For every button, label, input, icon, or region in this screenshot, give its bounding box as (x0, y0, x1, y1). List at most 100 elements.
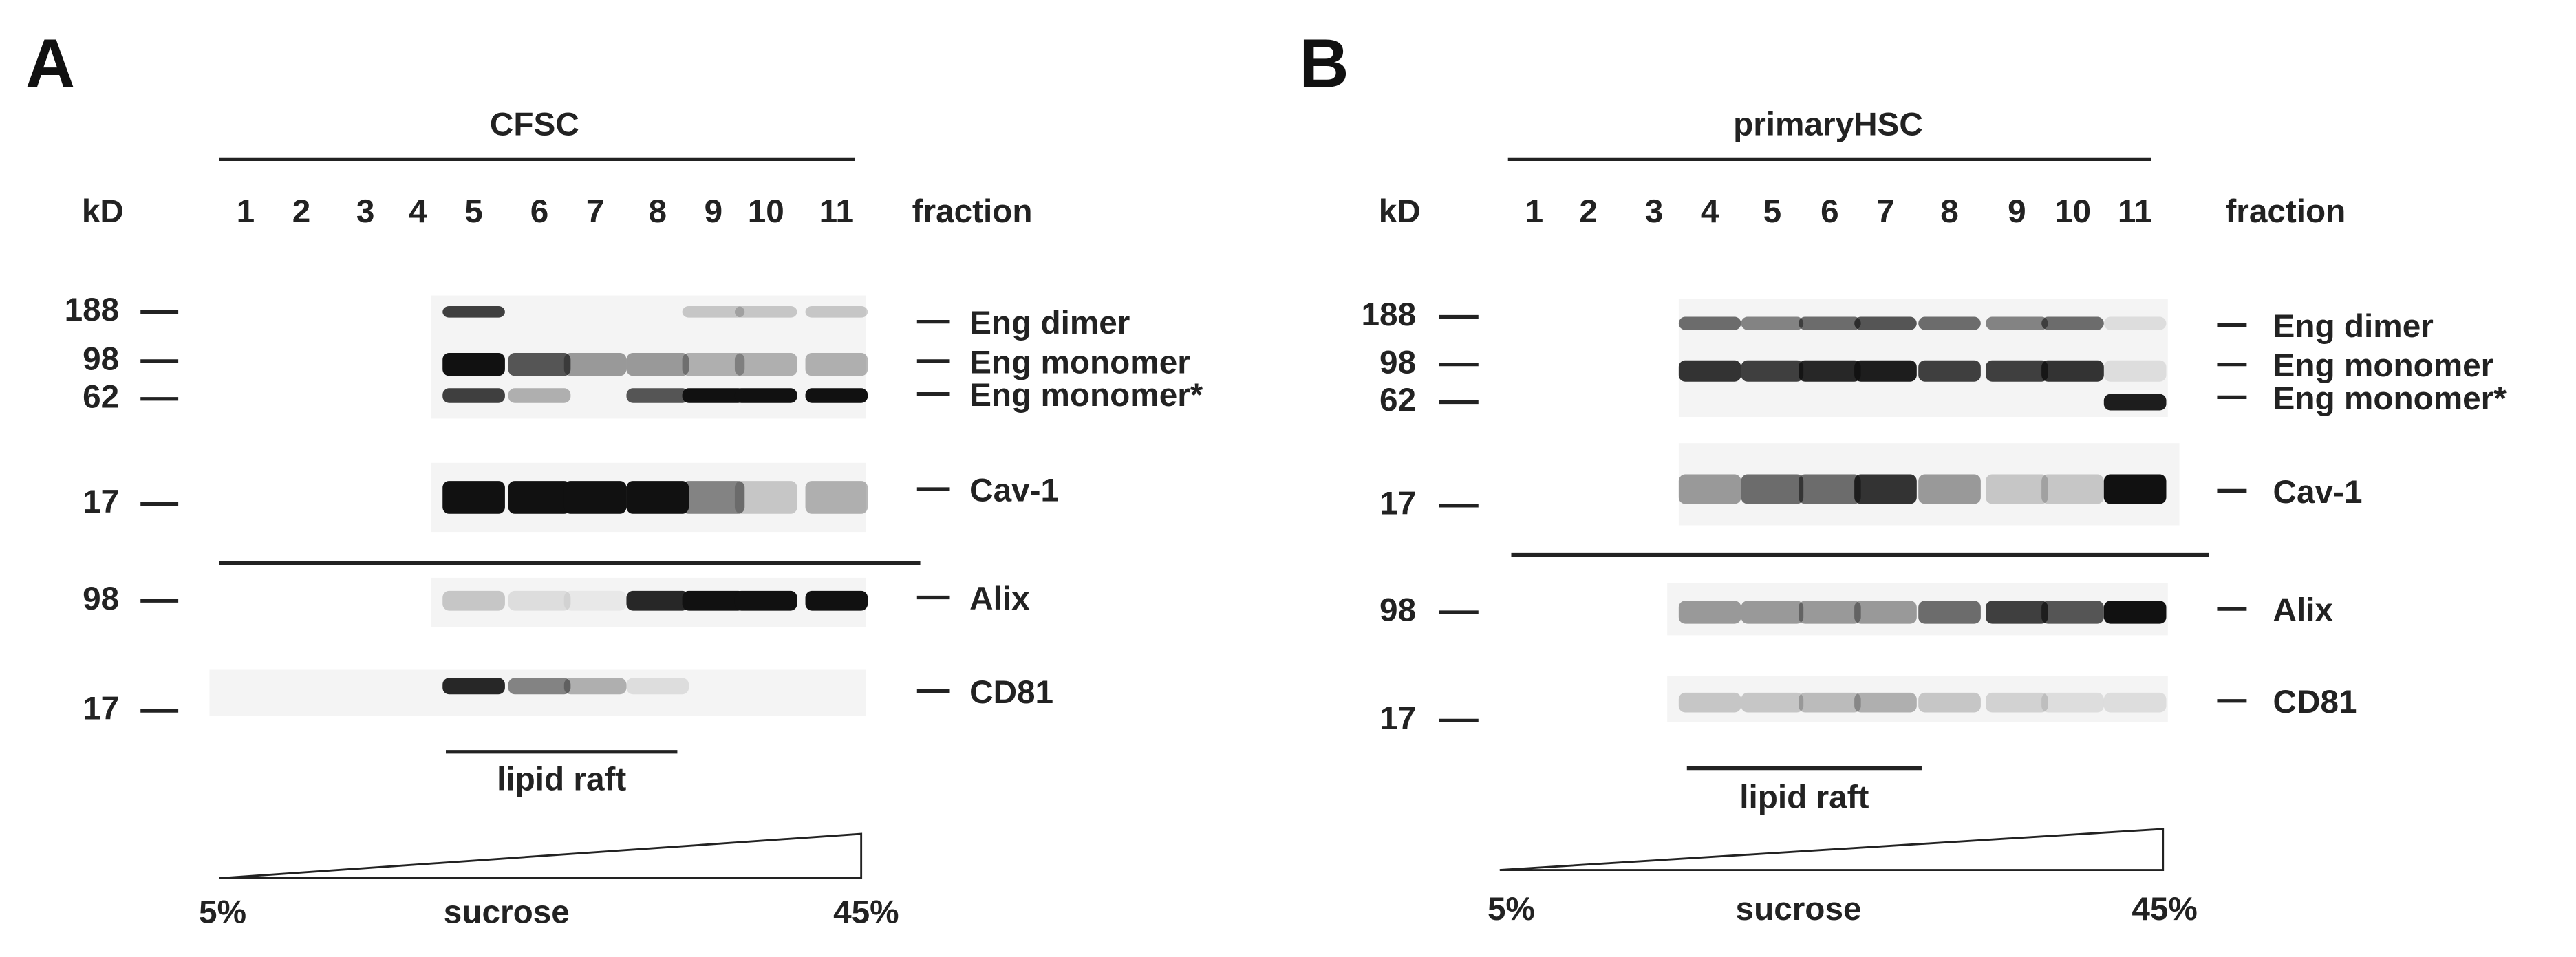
fraction-number: 5 (464, 193, 483, 230)
band-label: Cav-1 (969, 472, 1059, 508)
blot-band (442, 678, 505, 695)
gradient-low: 5% (199, 894, 246, 931)
fraction-number: 10 (748, 193, 784, 230)
blot-band (1986, 601, 2048, 624)
fraction-number: 7 (1876, 193, 1895, 230)
blot-band (734, 388, 797, 403)
kd-header: kD (82, 193, 124, 230)
raft-label: lipid raft (1739, 779, 1869, 816)
blot-strip (1667, 676, 2168, 722)
blot-strip (1678, 299, 2168, 418)
fraction-header: fraction (912, 193, 1033, 230)
fraction-header: fraction (2225, 193, 2346, 230)
blot-band (1854, 474, 1917, 504)
blot-band (2041, 692, 2104, 713)
blot-band (805, 590, 868, 611)
blot-band (1986, 474, 2048, 504)
band-label: Alix (969, 581, 1030, 617)
blot-band (1741, 316, 1804, 330)
blot-band (734, 481, 797, 514)
blot-band (442, 305, 505, 318)
panel-label: A (25, 25, 75, 103)
blot-band (2103, 601, 2167, 624)
blot-band (2103, 360, 2167, 382)
sample-name: primaryHSC (1733, 106, 1923, 142)
blot-band (626, 590, 689, 611)
blot-band (1986, 316, 2048, 330)
gradient-wedge (1499, 828, 2165, 871)
fraction-number: 6 (1821, 193, 1839, 230)
blot-band (1678, 474, 1741, 504)
marker-label: 17 (83, 691, 119, 727)
blot-band (1799, 360, 1861, 382)
fraction-number: 3 (1645, 193, 1664, 230)
blot-band (442, 388, 505, 403)
blot-band (1854, 601, 1917, 624)
gradient-wedge (219, 832, 863, 879)
fraction-number: 7 (586, 193, 605, 230)
fraction-number: 11 (819, 193, 854, 230)
raft-label: lipid raft (497, 761, 626, 797)
gradient-label: sucrose (444, 894, 570, 931)
marker-label: 62 (1380, 382, 1416, 418)
blot-band (1854, 360, 1917, 382)
fraction-number: 9 (705, 193, 723, 230)
blot-band (682, 590, 745, 611)
blot-band (1741, 601, 1804, 624)
band-label: Eng monomer* (969, 377, 1203, 413)
band-label: Eng dimer (2273, 308, 2434, 345)
band-label: CD81 (2273, 684, 2357, 720)
blot-band (564, 352, 627, 376)
fraction-number: 5 (1763, 193, 1782, 230)
blot-band (2041, 474, 2104, 504)
blot-band (805, 352, 868, 376)
gradient-label: sucrose (1736, 891, 1862, 927)
fraction-number: 9 (2008, 193, 2026, 230)
blot-band (564, 481, 627, 514)
marker-label: 188 (65, 292, 120, 328)
blot-band (1918, 601, 1981, 624)
marker-label: 98 (83, 581, 119, 617)
blot-band (508, 481, 571, 514)
blot-band (805, 481, 868, 514)
blot-band (508, 352, 571, 376)
marker-label: 17 (83, 484, 119, 520)
band-label: Alix (2273, 592, 2334, 629)
blot-band (2103, 474, 2167, 504)
blot-band (442, 481, 505, 514)
blot-band (508, 678, 571, 695)
fraction-number: 8 (1940, 193, 1959, 230)
blot-band (1678, 601, 1741, 624)
blot-band (1854, 692, 1917, 713)
blot-band (682, 388, 745, 403)
blot-band (626, 352, 689, 376)
marker-label: 188 (1362, 297, 1417, 333)
blot-band (1918, 474, 1981, 504)
marker-label: 62 (83, 378, 119, 415)
blot-band (2041, 316, 2104, 330)
marker-label: 17 (1380, 485, 1416, 521)
fraction-number: 6 (530, 193, 549, 230)
kd-header: kD (1379, 193, 1421, 230)
blot-band (1799, 474, 1861, 504)
blot-band (1799, 316, 1861, 330)
blot-band (1918, 692, 1981, 713)
blot-band (805, 388, 868, 403)
blot-band (734, 590, 797, 611)
blot-band (626, 388, 689, 403)
sample-name: CFSC (490, 106, 579, 142)
fraction-number: 2 (292, 193, 311, 230)
blot-band (734, 305, 797, 318)
blot-band (734, 352, 797, 376)
fraction-number: 3 (356, 193, 375, 230)
marker-label: 98 (1380, 592, 1416, 629)
fraction-number: 4 (409, 193, 427, 230)
blot-band (626, 481, 689, 514)
gradient-high: 45% (833, 894, 899, 931)
fraction-number: 10 (2054, 193, 2091, 230)
blot-band (442, 352, 505, 376)
blot-band (2041, 601, 2104, 624)
fraction-number: 2 (1579, 193, 1598, 230)
gradient-low: 5% (1488, 891, 1535, 927)
fraction-number: 1 (1525, 193, 1544, 230)
